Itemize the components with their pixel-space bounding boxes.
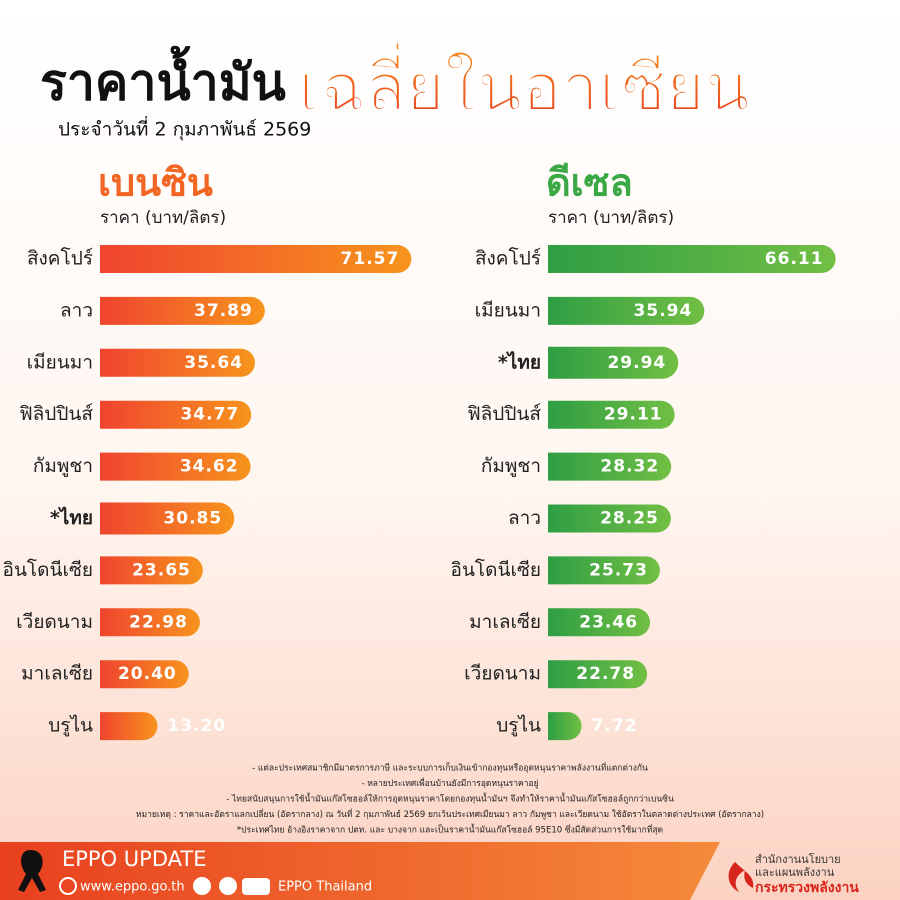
category-label: อินโดนีเซีย (451, 558, 541, 581)
category-label: ฟิลิปปินส์ (467, 403, 541, 425)
bar (100, 660, 189, 689)
category-label: ลาว (508, 507, 541, 529)
footer-social: EPPO Thailand (278, 880, 372, 895)
value-label: 23.46 (579, 612, 638, 632)
value-label: 23.65 (132, 560, 191, 580)
value-label: 35.94 (634, 301, 693, 321)
notes: - แต่ละประเทศสมาชิกมีมาตรการภาษี และระบบ… (136, 762, 764, 836)
value-label: 29.11 (604, 405, 663, 425)
value-label: 7.72 (592, 716, 638, 736)
category-label: เมียนมา (475, 299, 541, 321)
bar (100, 245, 412, 273)
value-label: 37.89 (194, 301, 253, 321)
footer-ministry: กระทรวงพลังงาน (755, 880, 859, 896)
footer-org-line1: สำนักงานนโยบาย (755, 852, 841, 866)
bar (100, 452, 251, 481)
bar (100, 712, 158, 741)
bar (548, 504, 671, 533)
title-highlight: เฉลี่ยในอาเซียน (298, 40, 750, 126)
bar (548, 452, 672, 481)
chart-title: เบนซิน (98, 161, 213, 205)
note-line: *ประเทศไทย อ้างอิงราคาจาก ปตท. และ บางจา… (237, 824, 663, 836)
twitter-icon (219, 877, 237, 895)
category-label: กัมพูชา (33, 455, 93, 477)
category-label: เวียดนาม (16, 611, 93, 633)
footer-website: www.eppo.go.th (80, 880, 185, 895)
globe-icon (59, 877, 77, 895)
footer-org-line2: และแผนพลังงาน (755, 866, 835, 879)
value-label: 28.32 (600, 457, 659, 477)
category-label: *ไทย (498, 350, 541, 373)
value-label: 25.73 (589, 560, 648, 580)
bar (548, 712, 582, 741)
note-line: หมายเหตุ : ราคาและอัตราแลกเปลี่ยน (อัตรา… (136, 808, 764, 820)
bar (548, 400, 675, 429)
bar (100, 556, 203, 585)
value-label: 71.57 (341, 249, 400, 269)
bar (100, 608, 200, 637)
category-label: มาเลเซีย (21, 663, 93, 685)
value-label: 13.20 (167, 716, 226, 736)
category-label: สิงคโปร์ (27, 247, 93, 270)
value-label: 35.64 (184, 353, 243, 373)
bar (548, 296, 705, 325)
category-label: *ไทย (50, 506, 93, 529)
chart-subtitle: ราคา (บาท/ลิตร) (548, 208, 674, 228)
category-label: กัมพูชา (481, 455, 541, 477)
bar (100, 502, 235, 535)
subtitle: ประจำวันที่ 2 กุมภาพันธ์ 2569 (58, 116, 311, 142)
facebook-icon (193, 877, 211, 895)
footer-brand: EPPO UPDATE (62, 847, 206, 871)
value-label: 22.98 (129, 612, 188, 632)
category-label: บรูไน (496, 715, 541, 737)
value-label: 34.62 (180, 457, 239, 477)
category-label: อินโดนีเซีย (3, 558, 93, 581)
category-label: เวียดนาม (464, 663, 541, 685)
note-line: - แต่ละประเทศสมาชิกมีมาตรการภาษี และระบบ… (252, 762, 648, 774)
category-label: ลาว (60, 299, 93, 321)
footer-band (0, 842, 720, 900)
category-label: บรูไน (48, 715, 93, 737)
value-label: 66.11 (765, 249, 824, 269)
value-label: 20.40 (118, 664, 177, 684)
category-label: ฟิลิปปินส์ (19, 403, 93, 425)
bar (100, 400, 252, 429)
title: ราคาน้ำมัน (40, 46, 286, 112)
bar (548, 556, 660, 585)
ribbon-icon (18, 850, 46, 892)
value-label: 29.94 (607, 353, 666, 373)
chart-subtitle: ราคา (บาท/ลิตร) (100, 208, 226, 228)
youtube-icon (242, 878, 270, 895)
value-label: 34.77 (180, 405, 239, 425)
category-label: เมียนมา (27, 351, 93, 373)
value-label: 22.78 (576, 664, 635, 684)
chart-title: ดีเซล (546, 161, 633, 205)
org-logo (728, 862, 754, 892)
category-label: สิงคโปร์ (475, 247, 541, 270)
bar (548, 346, 679, 379)
note-line: - ไทยสนับสนุนการใช้น้ำมันแก๊สโซฮอล์ให้กา… (226, 793, 674, 805)
bar (100, 296, 265, 325)
bar (548, 245, 836, 273)
value-label: 30.85 (163, 509, 222, 529)
value-label: 28.25 (600, 509, 659, 529)
bar (548, 608, 651, 637)
bar (548, 660, 648, 689)
category-label: มาเลเซีย (469, 611, 541, 633)
note-line: - หลายประเทศเพื่อนบ้านยังมีการอุดหนุนราค… (361, 777, 538, 789)
bar (100, 348, 256, 377)
